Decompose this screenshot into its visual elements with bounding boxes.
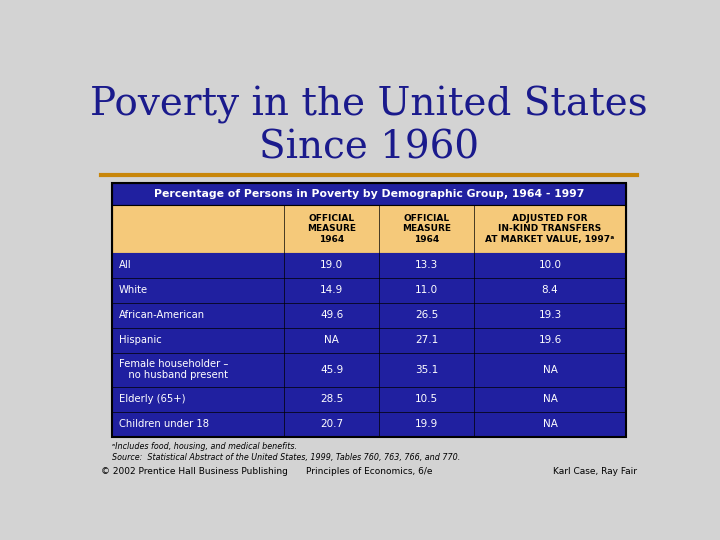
- Text: NA: NA: [324, 335, 339, 345]
- Text: Female householder –
   no husband present: Female householder – no husband present: [119, 359, 228, 380]
- Text: 19.0: 19.0: [320, 260, 343, 270]
- Text: 19.9: 19.9: [415, 419, 438, 429]
- Text: 8.4: 8.4: [541, 285, 558, 295]
- Text: 35.1: 35.1: [415, 364, 438, 375]
- Text: 11.0: 11.0: [415, 285, 438, 295]
- Text: Children under 18: Children under 18: [119, 419, 209, 429]
- Bar: [112, 328, 626, 353]
- Text: Karl Case, Ray Fair: Karl Case, Ray Fair: [553, 467, 637, 476]
- Text: 10.0: 10.0: [539, 260, 562, 270]
- Bar: [112, 253, 626, 278]
- Text: NA: NA: [543, 394, 557, 404]
- Bar: [112, 353, 626, 387]
- Text: Poverty in the United States
Since 1960: Poverty in the United States Since 1960: [90, 85, 648, 166]
- Bar: [112, 302, 626, 328]
- Text: White: White: [119, 285, 148, 295]
- Text: African-American: African-American: [119, 310, 205, 320]
- Bar: [112, 387, 626, 411]
- Text: OFFICIAL
MEASURE
1964: OFFICIAL MEASURE 1964: [307, 214, 356, 244]
- Text: © 2002 Prentice Hall Business Publishing: © 2002 Prentice Hall Business Publishing: [101, 467, 288, 476]
- Text: 26.5: 26.5: [415, 310, 438, 320]
- Text: ᵃIncludes food, housing, and medical benefits.: ᵃIncludes food, housing, and medical ben…: [112, 442, 297, 450]
- Text: 20.7: 20.7: [320, 419, 343, 429]
- Bar: [112, 183, 626, 436]
- Bar: [112, 183, 626, 205]
- Text: ADJUSTED FOR
IN-KIND TRANSFERS
AT MARKET VALUE, 1997ᵃ: ADJUSTED FOR IN-KIND TRANSFERS AT MARKET…: [485, 214, 615, 244]
- Text: Principles of Economics, 6/e: Principles of Economics, 6/e: [306, 467, 432, 476]
- Text: NA: NA: [543, 364, 557, 375]
- Text: 28.5: 28.5: [320, 394, 343, 404]
- Text: 10.5: 10.5: [415, 394, 438, 404]
- Text: OFFICIAL
MEASURE
1964: OFFICIAL MEASURE 1964: [402, 214, 451, 244]
- Text: Source:  Statistical Abstract of the United States, 1999, Tables 760, 763, 766, : Source: Statistical Abstract of the Unit…: [112, 453, 461, 462]
- Text: 14.9: 14.9: [320, 285, 343, 295]
- Text: 45.9: 45.9: [320, 364, 343, 375]
- Text: Percentage of Persons in Poverty by Demographic Group, 1964 - 1997: Percentage of Persons in Poverty by Demo…: [154, 189, 584, 199]
- Text: 27.1: 27.1: [415, 335, 438, 345]
- Bar: [112, 278, 626, 302]
- Text: 19.3: 19.3: [539, 310, 562, 320]
- Text: NA: NA: [543, 419, 557, 429]
- Bar: [112, 411, 626, 436]
- Text: Elderly (65+): Elderly (65+): [119, 394, 186, 404]
- Text: 13.3: 13.3: [415, 260, 438, 270]
- Text: All: All: [119, 260, 132, 270]
- Text: 49.6: 49.6: [320, 310, 343, 320]
- Bar: [112, 205, 626, 253]
- Text: Hispanic: Hispanic: [119, 335, 162, 345]
- Text: 19.6: 19.6: [539, 335, 562, 345]
